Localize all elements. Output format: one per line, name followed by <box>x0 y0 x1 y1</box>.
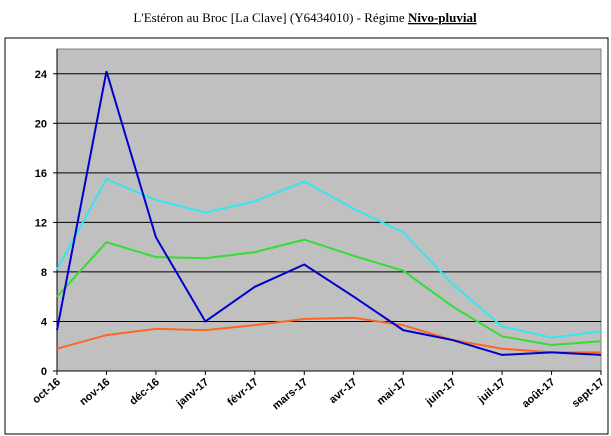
x-tick-label: déc-16 <box>127 376 161 408</box>
x-tick-label: avr-17 <box>327 376 360 406</box>
y-tick-label: 8 <box>41 267 47 279</box>
x-tick-label: oct-16 <box>30 376 63 406</box>
y-tick-label: 12 <box>35 217 47 229</box>
title-text: L'Estéron au Broc [La Clave] (Y6434010) … <box>133 10 405 25</box>
y-tick-label: 4 <box>41 316 48 328</box>
y-tick-label: 24 <box>35 69 48 81</box>
data-line <box>56 177 602 339</box>
data-line <box>56 71 602 356</box>
x-tick-label: juil-17 <box>475 376 508 406</box>
x-tick-label: mars-17 <box>270 376 310 412</box>
plot-area <box>56 48 602 372</box>
x-tick-label: févr-17 <box>225 376 260 408</box>
data-line <box>56 316 601 354</box>
x-tick-label: sept-17 <box>570 376 607 410</box>
x-tick-label: août-17 <box>520 376 558 410</box>
x-tick-label: juin-17 <box>423 376 459 409</box>
y-tick-label: 0 <box>41 366 47 378</box>
x-tick-label: nov-16 <box>77 376 112 408</box>
title-emphasis: Nivo-pluvial <box>408 10 477 25</box>
y-tick-label: 20 <box>35 118 47 130</box>
x-tick-label: mai-17 <box>375 376 409 408</box>
data-line <box>56 238 602 346</box>
chart-frame <box>4 37 609 435</box>
y-tick-label: 16 <box>35 168 47 180</box>
chart-title: L'Estéron au Broc [La Clave] (Y6434010) … <box>133 10 477 25</box>
x-tick-label: janv-17 <box>174 376 212 410</box>
